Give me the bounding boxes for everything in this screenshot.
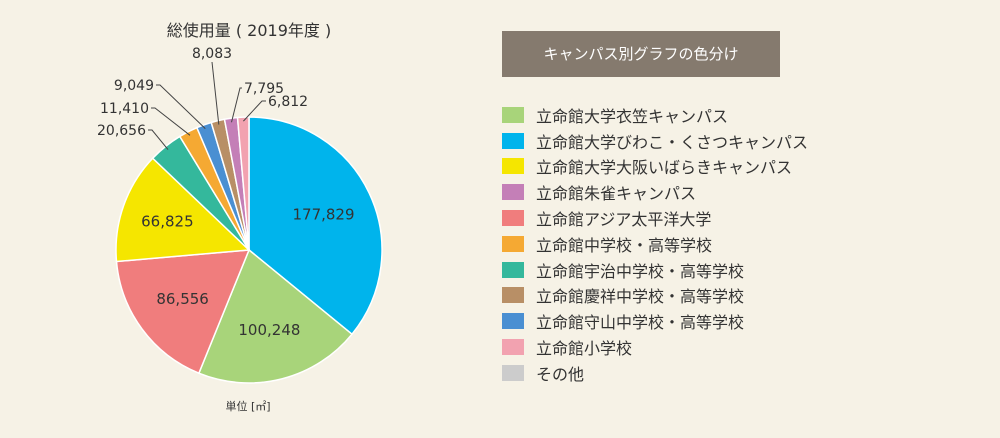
leader-line bbox=[231, 87, 242, 123]
legend: 立命館大学衣笠キャンパス立命館大学びわこ・くさつキャンパス 立命館大学大阪いばらき… bbox=[502, 102, 808, 386]
legend-swatch bbox=[502, 158, 524, 175]
legend-item: 立命館中学校・高等学校 bbox=[502, 231, 808, 257]
legend-item: 立命館朱雀キャンパス bbox=[502, 179, 808, 205]
pie-slice bbox=[197, 248, 354, 384]
legend-swatch bbox=[502, 235, 524, 252]
legend-label: 立命館大学衣笠キャンパス bbox=[536, 106, 729, 126]
legend-label: 立命館アジア太平洋大学 bbox=[536, 210, 712, 230]
legend-title: キャンパス別グラフの色分け bbox=[502, 31, 780, 77]
pie-slice bbox=[115, 249, 251, 375]
pie-slices bbox=[115, 116, 383, 384]
slice-value-label: 7,795 bbox=[244, 81, 284, 97]
leader-line bbox=[156, 84, 206, 129]
legend-item: 立命館大学びわこ・くさつキャンパス bbox=[502, 128, 808, 154]
legend-label: 立命館小学校 bbox=[536, 339, 633, 359]
legend-swatch bbox=[502, 261, 524, 278]
legend-item: 立命館守山中学校・高等学校 bbox=[502, 308, 808, 334]
legend-swatch bbox=[502, 364, 524, 381]
leader-line bbox=[211, 61, 220, 125]
legend-item: 立命館宇治中学校・高等学校 bbox=[502, 257, 808, 283]
slice-labels: 177,829 100,248 86,556 66,825 20,656 11,410 9,… bbox=[97, 46, 355, 339]
slice-value-label: 11,410 bbox=[100, 101, 149, 117]
pie-slice bbox=[248, 116, 383, 336]
chart-title: 総使用量 ( 2019年度 ) bbox=[167, 21, 331, 40]
slice-value-label: 8,083 bbox=[192, 46, 232, 62]
leader-line bbox=[151, 107, 191, 136]
slice-value-label: 9,049 bbox=[114, 78, 154, 94]
legend-label: 立命館宇治中学校・高等学校 bbox=[536, 261, 745, 281]
unit-label: 単位 [㎡] bbox=[225, 399, 270, 413]
legend-swatch bbox=[502, 339, 524, 356]
legend-swatch bbox=[502, 184, 524, 201]
legend-item: 立命館大学大阪いばらきキャンパス bbox=[502, 154, 808, 180]
pie-slice bbox=[115, 157, 251, 263]
legend-swatch bbox=[502, 132, 524, 149]
legend-swatch bbox=[502, 106, 524, 123]
legend-swatch bbox=[502, 287, 524, 304]
pie-chart: 総使用量 ( 2019年度 ) 177,829 100,248 86,556 66,8… bbox=[97, 21, 383, 413]
slice-value-label: 100,248 bbox=[238, 321, 300, 339]
slice-value-label: 6,812 bbox=[268, 94, 308, 110]
legend-item: その他 bbox=[502, 360, 808, 386]
legend-label: 立命館守山中学校・高等学校 bbox=[536, 313, 745, 333]
callout-leaders bbox=[148, 61, 266, 150]
legend-label: 立命館大学びわこ・くさつキャンパス bbox=[536, 132, 809, 152]
legend-label: 立命館慶祥中学校・高等学校 bbox=[536, 287, 745, 307]
legend-label: 立命館中学校・高等学校 bbox=[536, 235, 713, 255]
legend-item: 立命館小学校 bbox=[502, 334, 808, 360]
slice-value-label: 66,825 bbox=[141, 212, 194, 230]
legend-swatch bbox=[502, 313, 524, 330]
slice-value-label: 86,556 bbox=[156, 290, 209, 308]
legend-label: 立命館大学大阪いばらきキャンパス bbox=[536, 158, 793, 178]
legend-item: 立命館アジア太平洋大学 bbox=[502, 205, 808, 231]
legend-item: 立命館慶祥中学校・高等学校 bbox=[502, 283, 808, 309]
slice-value-label: 177,829 bbox=[292, 206, 354, 224]
legend-label: その他 bbox=[536, 364, 585, 384]
legend-label: 立命館朱雀キャンパス bbox=[536, 184, 697, 204]
legend-item: 立命館大学衣笠キャンパス bbox=[502, 102, 808, 128]
legend-swatch bbox=[502, 210, 524, 227]
pie-slice bbox=[236, 116, 250, 251]
slice-value-label: 20,656 bbox=[97, 123, 146, 139]
leader-line bbox=[148, 129, 169, 150]
leader-line bbox=[243, 100, 266, 122]
